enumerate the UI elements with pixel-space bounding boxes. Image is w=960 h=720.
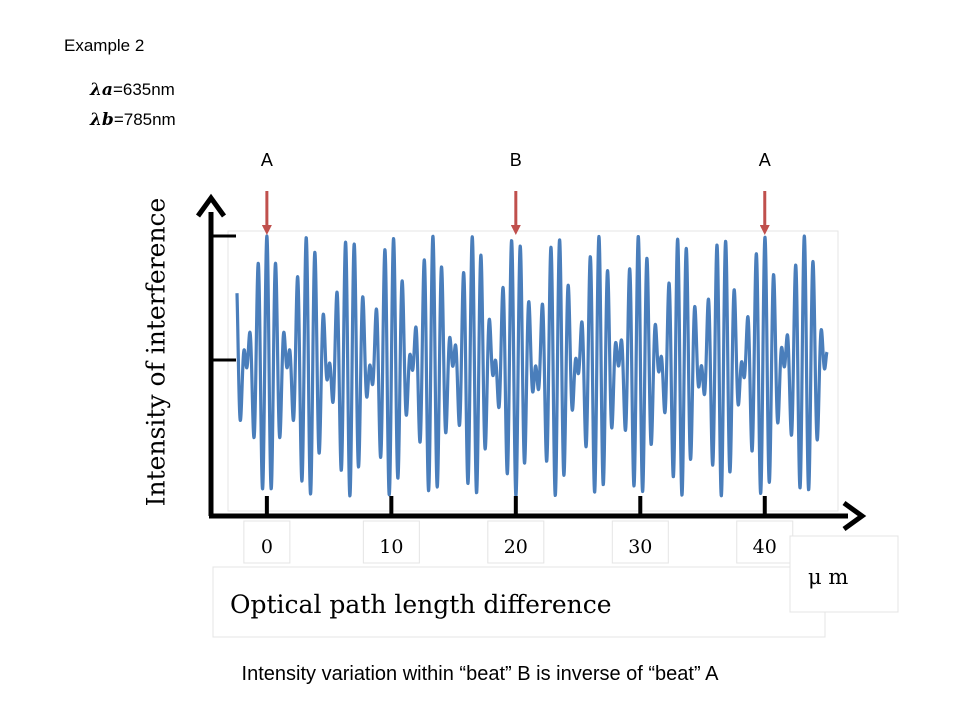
lambda-a-symbol: λa <box>90 80 113 100</box>
unit-box <box>789 535 899 613</box>
x-tick-label-box <box>362 520 420 564</box>
slide-caption: Intensity variation within “beat” B is i… <box>241 663 719 685</box>
marker-label-a: A <box>758 150 771 170</box>
x-axis-unit: μ m <box>808 565 848 589</box>
marker-arrows <box>261 191 770 235</box>
marker-label-a: A <box>260 150 273 170</box>
lambda-b-label: λb=785nm <box>90 110 176 130</box>
y-axis-title: Intensity of interference <box>142 198 171 507</box>
plot-frame <box>227 230 839 512</box>
x-tick-label-box <box>487 520 545 564</box>
x-axis-title-box <box>212 566 826 638</box>
y-axis <box>195 193 236 516</box>
x-tick-label-box <box>736 520 794 564</box>
lambda-a-label: λa=635nm <box>90 80 175 100</box>
x-tick-label: 40 <box>753 536 777 558</box>
x-axis-title: Optical path length difference <box>230 590 612 619</box>
x-tick-label: 10 <box>379 536 403 558</box>
slide-title: Example 2 <box>64 36 145 55</box>
interference-series-line <box>235 234 829 498</box>
x-ticks <box>264 496 767 516</box>
x-tick-label-box <box>243 520 291 564</box>
lambda-a-value: =635nm <box>112 80 175 99</box>
x-tick-label: 20 <box>504 536 528 558</box>
x-tick-label: 30 <box>628 536 652 558</box>
x-tick-label: 0 <box>261 536 273 558</box>
x-axis <box>209 500 867 532</box>
lambda-b-value: =785nm <box>113 110 176 129</box>
x-tick-label-box <box>611 520 669 564</box>
marker-label-b: B <box>509 150 522 170</box>
lambda-b-symbol: λb <box>90 110 114 130</box>
x-tick-labels: 0 10 20 30 40 <box>243 520 794 564</box>
